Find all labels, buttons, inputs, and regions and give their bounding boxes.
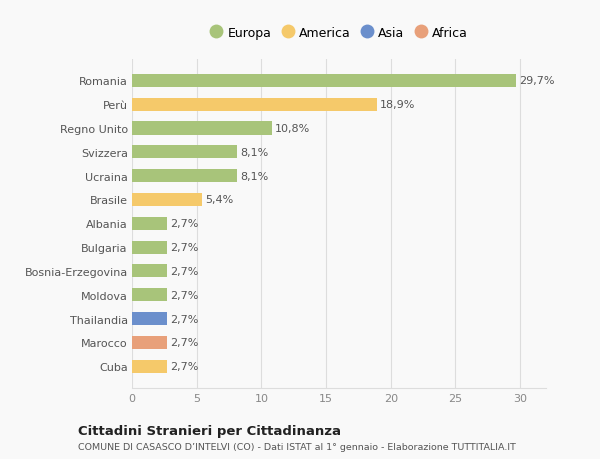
Text: 18,9%: 18,9% xyxy=(380,100,415,110)
Text: 2,7%: 2,7% xyxy=(170,290,199,300)
Text: 2,7%: 2,7% xyxy=(170,219,199,229)
Legend: Europa, America, Asia, Africa: Europa, America, Asia, Africa xyxy=(206,23,472,44)
Bar xyxy=(132,122,272,135)
Bar xyxy=(132,312,167,325)
Text: Cittadini Stranieri per Cittadinanza: Cittadini Stranieri per Cittadinanza xyxy=(78,425,341,437)
Text: 2,7%: 2,7% xyxy=(170,338,199,347)
Text: 10,8%: 10,8% xyxy=(275,123,310,134)
Bar xyxy=(132,146,237,159)
Text: 2,7%: 2,7% xyxy=(170,361,199,371)
Text: 5,4%: 5,4% xyxy=(205,195,233,205)
Text: 2,7%: 2,7% xyxy=(170,266,199,276)
Text: 8,1%: 8,1% xyxy=(240,147,268,157)
Bar xyxy=(132,336,167,349)
Text: 2,7%: 2,7% xyxy=(170,314,199,324)
Bar xyxy=(132,241,167,254)
Text: 29,7%: 29,7% xyxy=(520,76,555,86)
Text: 8,1%: 8,1% xyxy=(240,171,268,181)
Bar xyxy=(132,170,237,183)
Bar xyxy=(132,74,516,88)
Text: 2,7%: 2,7% xyxy=(170,242,199,252)
Bar xyxy=(132,265,167,278)
Bar xyxy=(132,98,377,112)
Text: COMUNE DI CASASCO D’INTELVI (CO) - Dati ISTAT al 1° gennaio - Elaborazione TUTTI: COMUNE DI CASASCO D’INTELVI (CO) - Dati … xyxy=(78,442,516,451)
Bar xyxy=(132,193,202,207)
Bar xyxy=(132,217,167,230)
Bar xyxy=(132,360,167,373)
Bar xyxy=(132,289,167,302)
